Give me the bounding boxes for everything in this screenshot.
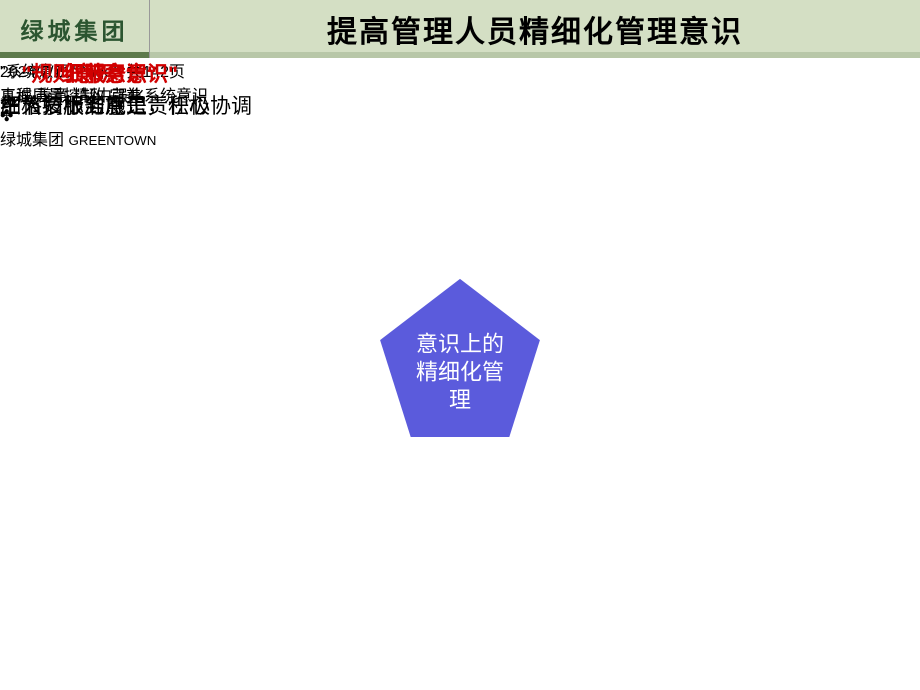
title-box: 提高管理人员精细化管理意识 (150, 0, 920, 58)
slide: 绿城集团 提高管理人员精细化管理意识 "细节意识" 细节归根到底是责任心 "服务… (0, 0, 920, 690)
center-pentagon: 意识上的精细化管理 (375, 275, 545, 445)
logo-box: 绿城集团 (0, 0, 150, 58)
company-logo-text: 绿城集团 (21, 12, 129, 46)
center-label: 意识上的精细化管理 (375, 330, 545, 414)
right-concept-sub: 严格按标准施工 (0, 90, 147, 120)
concept-diagram: "细节意识" 细节归根到底是责任心 "服务意识" 主人翁服务意识，积极协调 "规… (0, 58, 920, 645)
right-concept: "规则意识" 严格按标准施工 (0, 58, 147, 120)
header: 绿城集团 提高管理人员精细化管理意识 (0, 0, 920, 58)
right-concept-title: "规则意识" (0, 58, 147, 88)
page-title: 提高管理人员精细化管理意识 (327, 7, 743, 51)
